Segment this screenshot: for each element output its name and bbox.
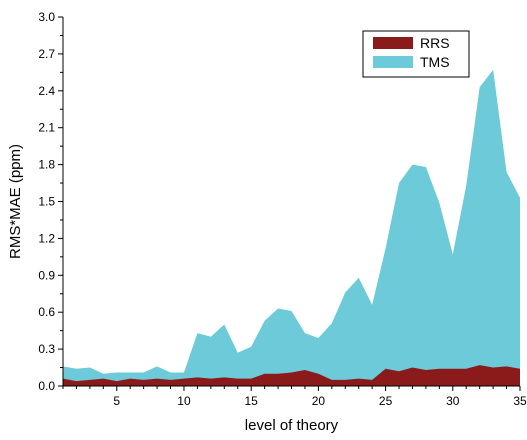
y-tick-label: 2.7: [38, 47, 55, 61]
legend-swatch-tms: [373, 56, 413, 68]
x-tick-label: 15: [244, 394, 258, 408]
x-axis-title: level of theory: [245, 417, 339, 434]
legend: RRS TMS: [362, 30, 470, 78]
x-tick-label: 20: [312, 394, 326, 408]
y-tick-label: 0.3: [38, 342, 55, 356]
legend-label-rrs: RRS: [420, 35, 450, 51]
y-tick-label: 2.1: [38, 121, 55, 135]
x-tick-label: 5: [113, 394, 120, 408]
axes: 0.0 0.3 0.6 0.9 1.2 1.5 1.8 2.1 2.4 2.7 3.0 5 10 15 20…: [38, 10, 527, 408]
y-tick-label: 3.0: [38, 10, 55, 24]
y-tick-label: 1.2: [38, 231, 55, 245]
y-tick-label: 0.9: [38, 268, 55, 282]
x-tick-label: 25: [379, 394, 393, 408]
x-tick-label: 30: [446, 394, 460, 408]
y-tick-label: 0.6: [38, 305, 55, 319]
area-rrs: [63, 365, 520, 386]
plot-area: [63, 69, 520, 386]
legend-swatch-rrs: [373, 37, 413, 49]
area-tms: [63, 69, 520, 386]
y-tick-label: 0.0: [38, 379, 55, 393]
y-tick-label: 1.5: [38, 195, 55, 209]
y-tick-label: 2.4: [38, 84, 55, 98]
x-tick-label: 35: [513, 394, 527, 408]
y-axis-title: RMS*MAE (ppm): [7, 144, 24, 259]
y-tick-label: 1.8: [38, 158, 55, 172]
legend-label-tms: TMS: [420, 54, 450, 70]
x-tick-label: 10: [177, 394, 191, 408]
